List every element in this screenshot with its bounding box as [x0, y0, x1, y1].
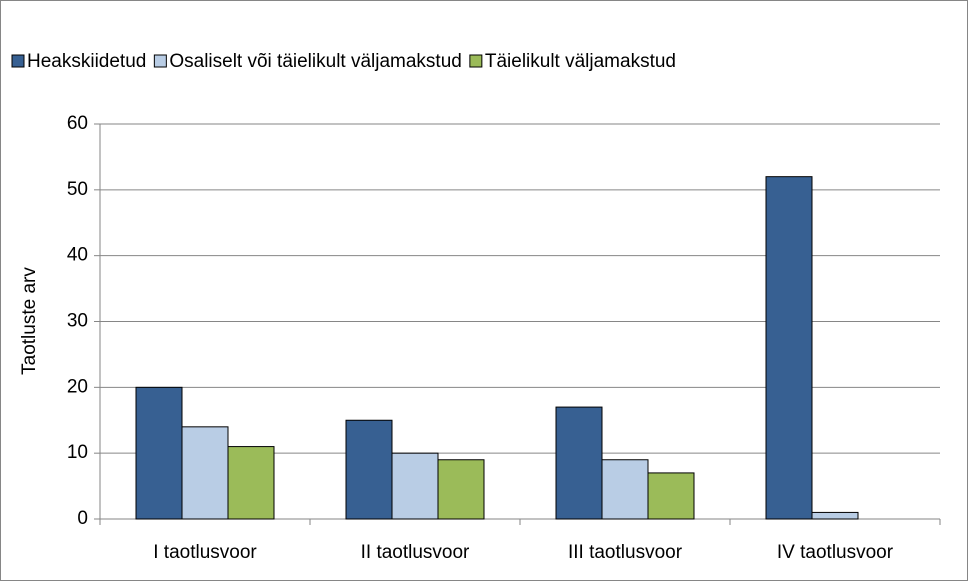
bar — [227, 446, 275, 520]
bar — [135, 386, 183, 520]
legend-swatch — [153, 54, 167, 68]
bar — [601, 459, 649, 520]
y-tick-label: 50 — [67, 179, 88, 200]
bar — [811, 511, 859, 520]
bar — [437, 459, 485, 520]
legend-swatch — [11, 54, 25, 68]
bar — [765, 176, 813, 520]
y-axis-label: Taotluste arv — [19, 267, 40, 375]
y-tick-label: 20 — [67, 376, 88, 397]
y-tick-label: 0 — [77, 508, 88, 529]
x-tick-label: II taotlusvoor — [361, 542, 470, 563]
y-tick-label: 10 — [67, 442, 88, 463]
y-tick-label: 60 — [67, 113, 88, 134]
bar — [647, 472, 695, 520]
legend-swatch — [469, 54, 483, 68]
x-tick-label: III taotlusvoor — [568, 542, 683, 563]
bar — [391, 452, 439, 520]
y-tick-label: 40 — [67, 245, 88, 266]
legend-label: Osaliselt või täielikult väljamakstud — [169, 51, 462, 72]
legend-label: Heakskiidetud — [27, 51, 146, 72]
x-tick-label: IV taotlusvoor — [777, 542, 894, 563]
x-tick-label: I taotlusvoor — [153, 542, 257, 563]
legend-label: Täielikult väljamakstud — [485, 51, 676, 72]
bar — [181, 426, 229, 520]
bar — [555, 406, 603, 520]
y-tick-label: 30 — [67, 311, 88, 332]
bar — [345, 419, 393, 520]
